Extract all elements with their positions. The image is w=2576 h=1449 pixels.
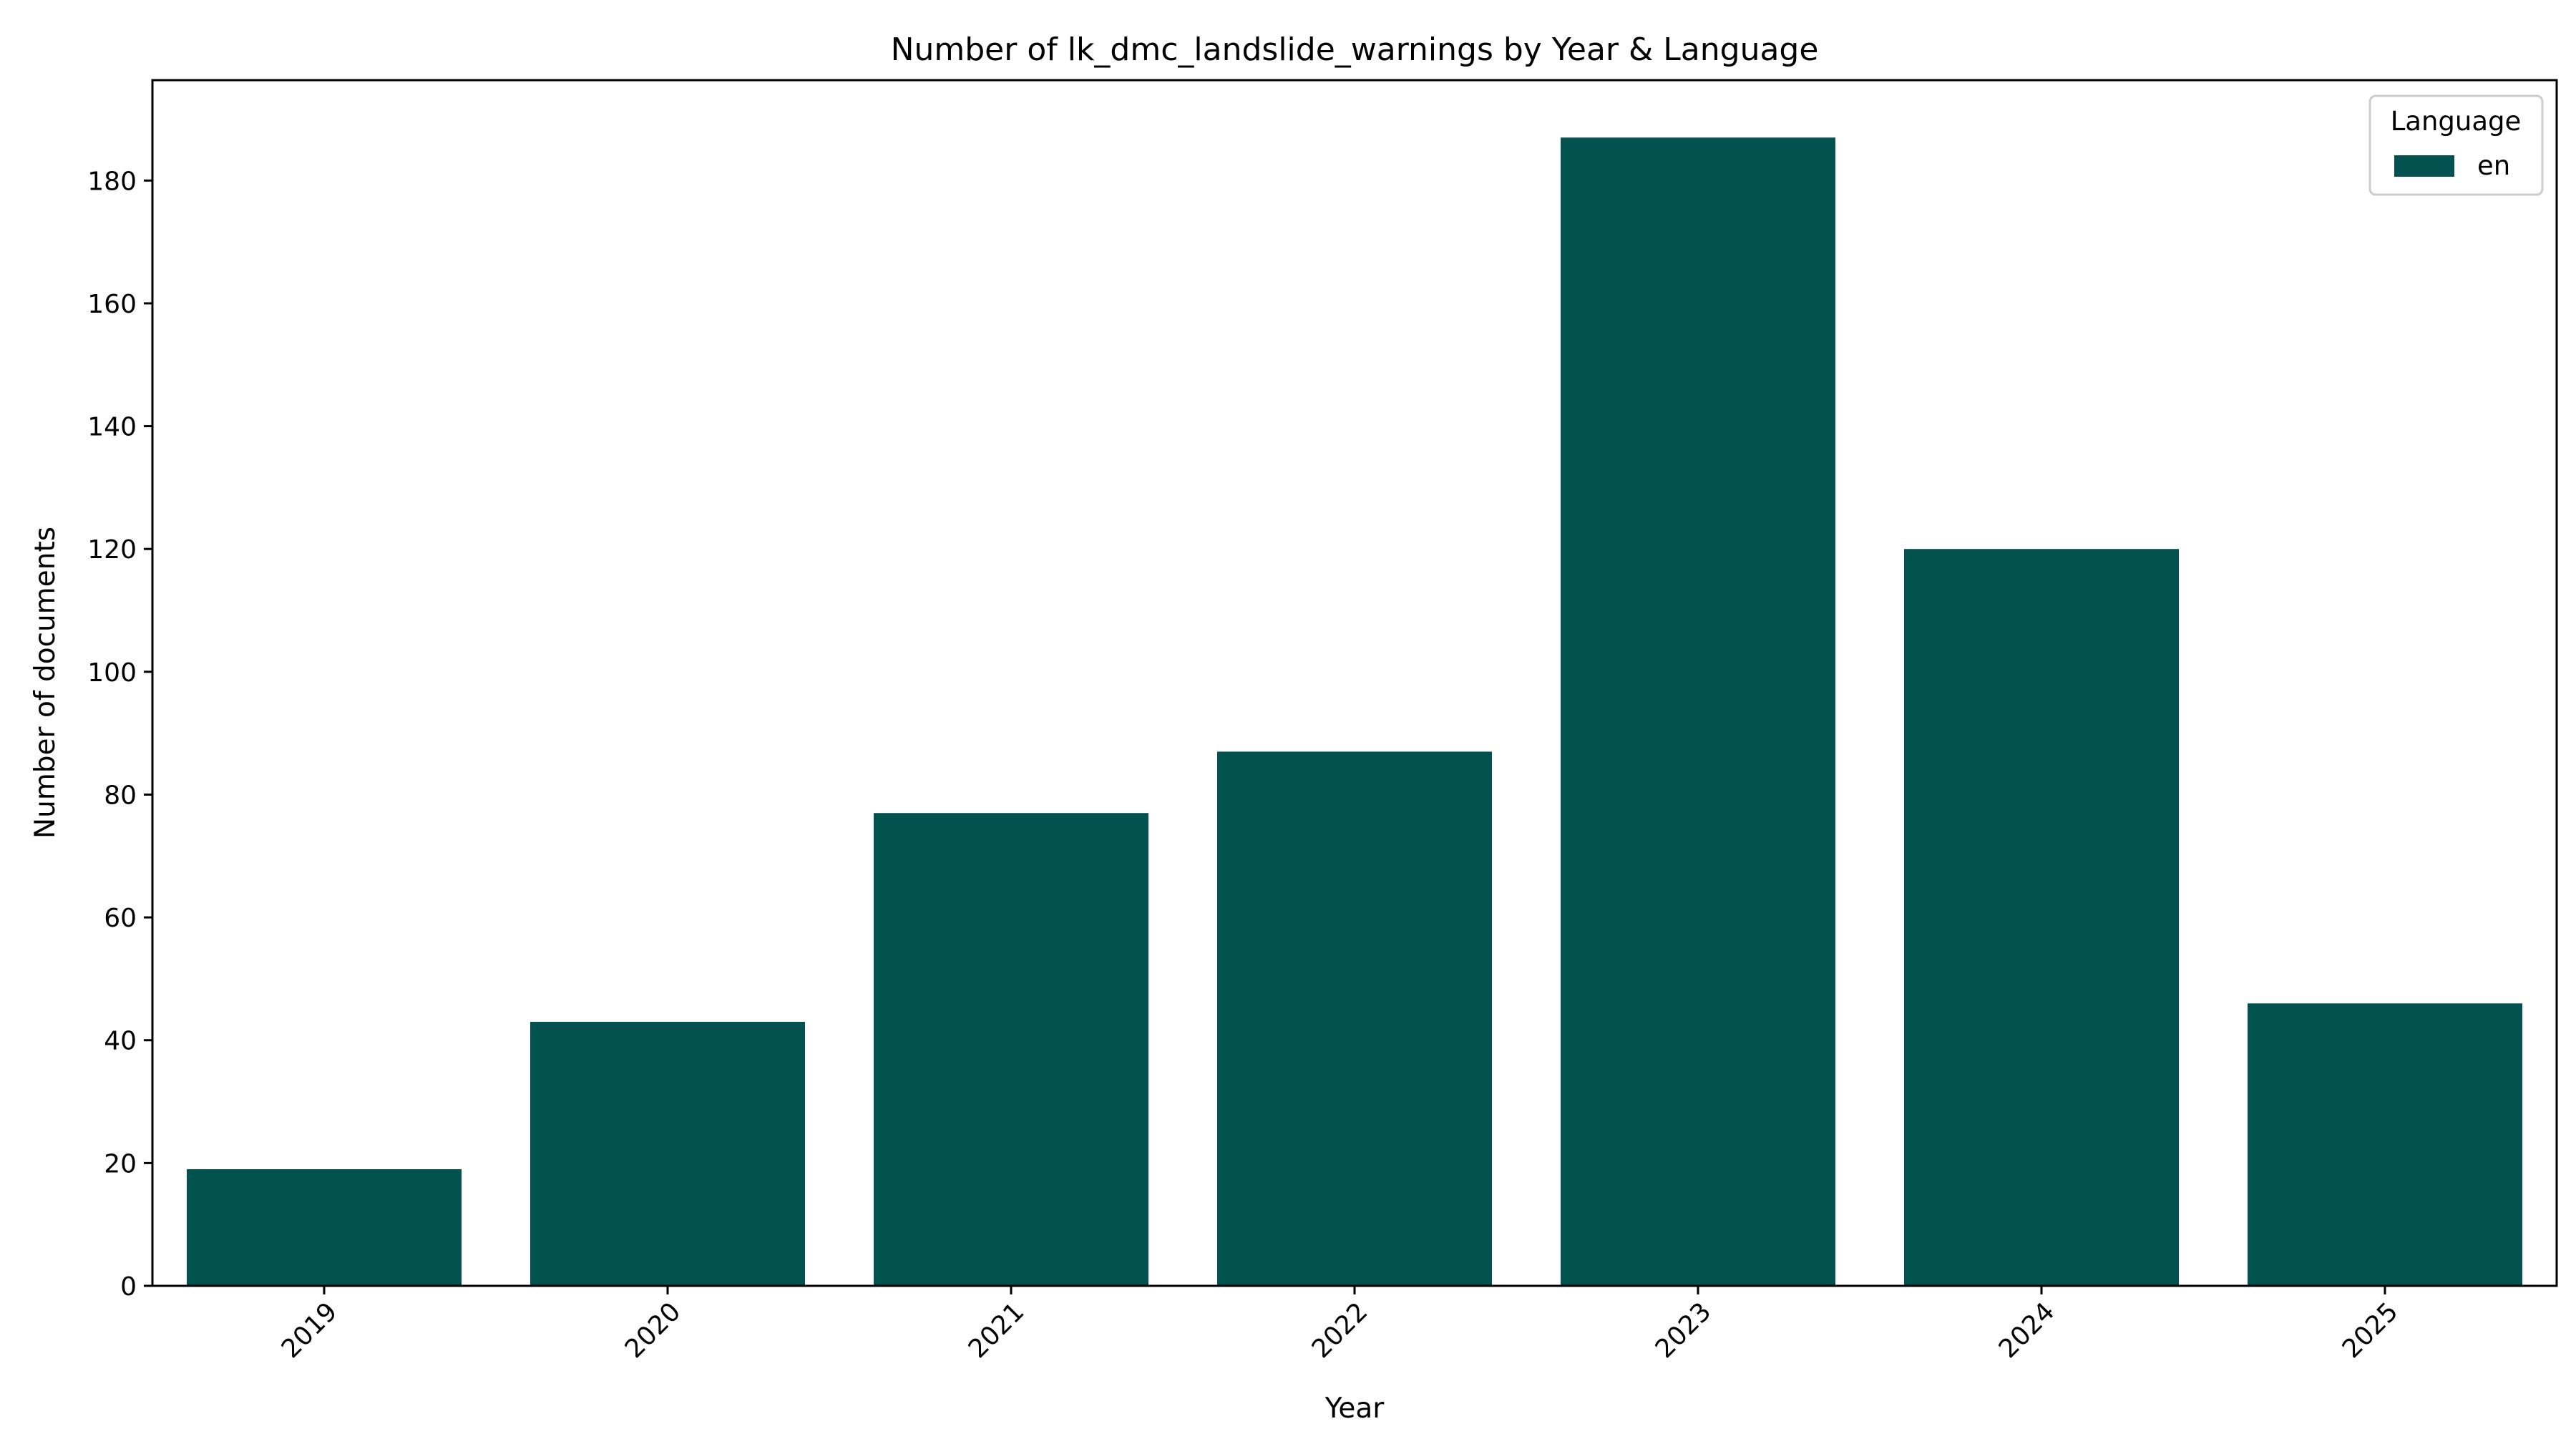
bar-2025 [2248, 1003, 2522, 1286]
bar-2024 [1904, 549, 2179, 1287]
plot-frame [151, 79, 2558, 1287]
legend: Language en [2368, 94, 2544, 196]
legend-swatch-en [2394, 155, 2454, 177]
y-tick-label: 60 [104, 904, 137, 933]
legend-label-en: en [2477, 150, 2510, 181]
bar-2021 [874, 813, 1148, 1286]
bar-2023 [1561, 137, 1835, 1287]
bar-2022 [1217, 751, 1492, 1286]
y-tick-label: 140 [87, 413, 137, 442]
y-tick-label: 120 [87, 535, 137, 565]
bar-2019 [187, 1169, 462, 1286]
y-tick-label: 100 [87, 658, 137, 688]
x-axis-label: Year [1324, 1392, 1385, 1425]
bar-2020 [530, 1021, 805, 1286]
y-tick-label: 40 [104, 1027, 137, 1056]
y-axis-label: Number of documents [29, 527, 62, 839]
y-tick-label: 80 [104, 781, 137, 810]
y-tick-label: 160 [87, 290, 137, 319]
y-tick-label: 20 [104, 1149, 137, 1179]
chart-title: Number of lk_dmc_landslide_warnings by Y… [891, 31, 1819, 68]
y-tick-label: 0 [120, 1272, 137, 1302]
y-tick-label: 180 [87, 167, 137, 196]
legend-title: Language [2391, 106, 2522, 137]
